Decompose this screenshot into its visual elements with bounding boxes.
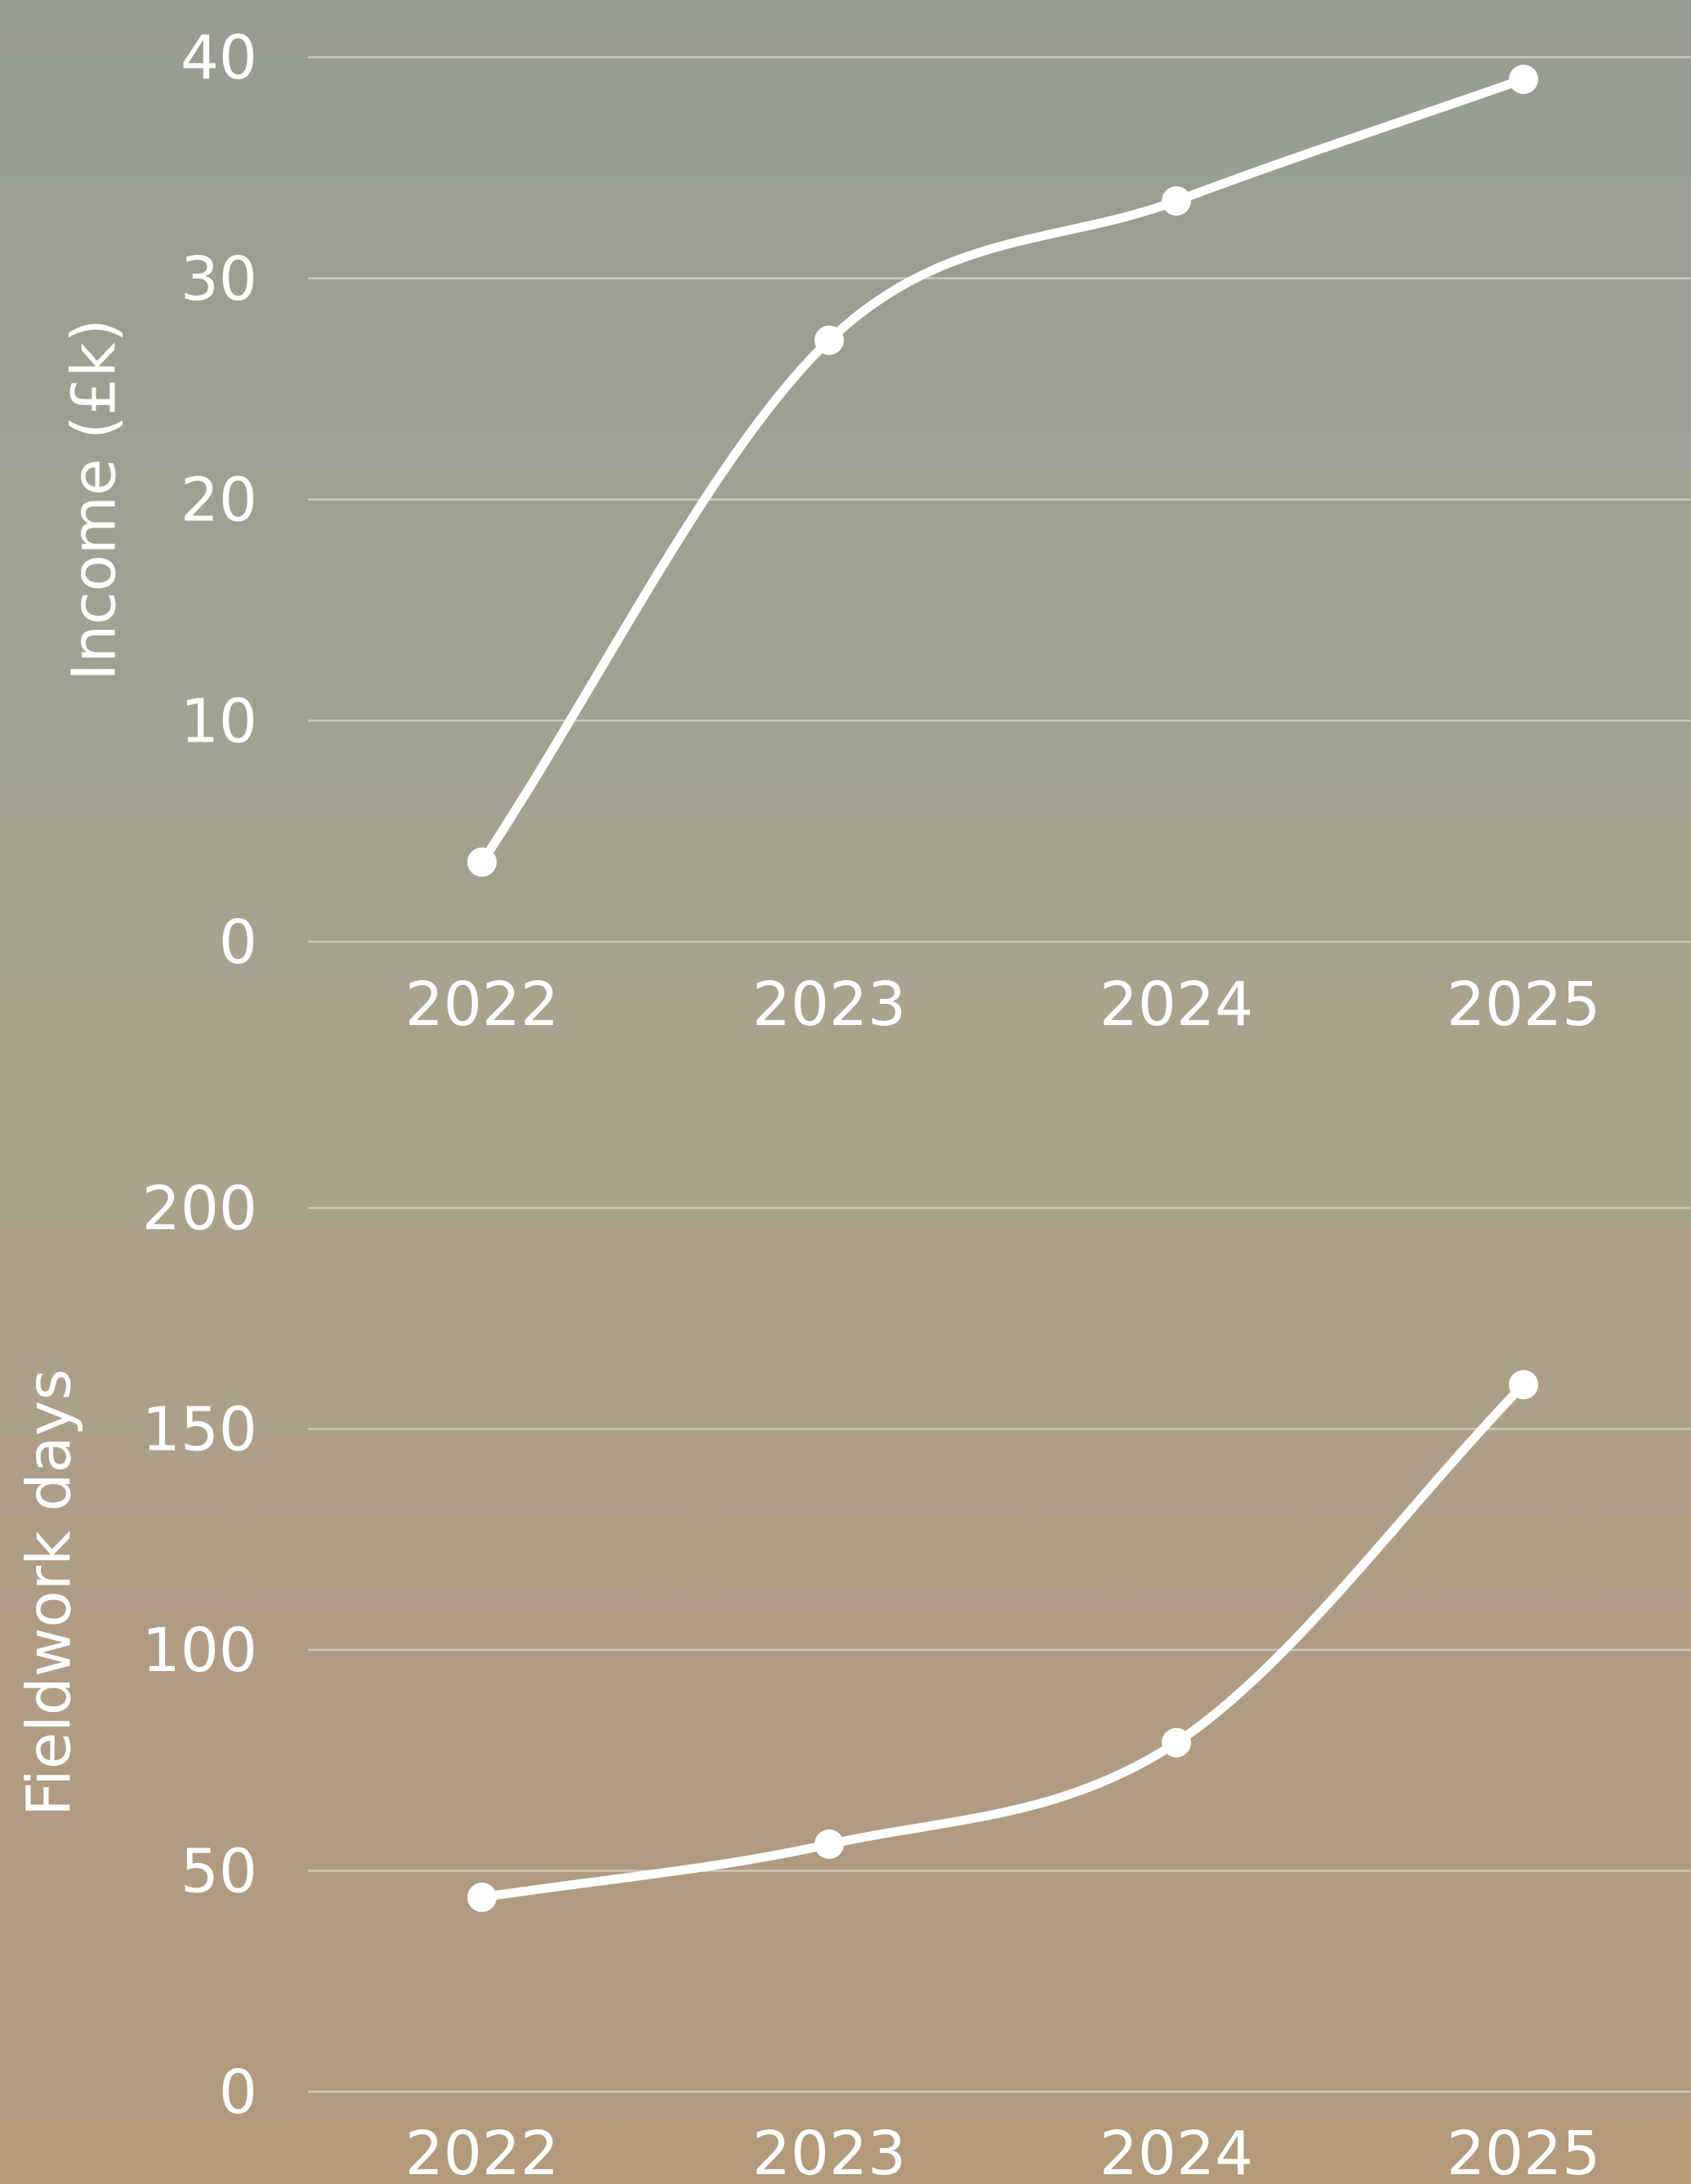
income-y-tick-label: 30 bbox=[181, 244, 257, 314]
income-data-point bbox=[467, 847, 497, 877]
fieldwork-x-tick-label: 2025 bbox=[1447, 2119, 1600, 2184]
income-x-tick-label: 2023 bbox=[752, 969, 906, 1040]
income-y-axis-title: Income (£k) bbox=[60, 319, 130, 681]
income-x-tick-label: 2022 bbox=[405, 969, 559, 1040]
income-y-tick-label: 10 bbox=[181, 686, 257, 756]
income-data-point bbox=[1162, 185, 1191, 216]
income-y-tick-label: 20 bbox=[181, 466, 257, 536]
fieldwork-x-tick-label: 2023 bbox=[752, 2119, 906, 2184]
income-x-tick-label: 2025 bbox=[1447, 969, 1600, 1040]
fieldwork-x-tick-label: 2024 bbox=[1100, 2119, 1253, 2184]
fieldwork-x-tick-label: 2022 bbox=[405, 2119, 559, 2184]
fieldwork-y-tick-label: 50 bbox=[181, 1837, 257, 1907]
income-chart: Income (£k) 0 10 20 30 40 2022 2023 2024 2025 bbox=[60, 23, 1691, 1040]
income-series-line bbox=[477, 74, 1528, 867]
fieldwork-data-point bbox=[1509, 1370, 1538, 1400]
fieldwork-y-tick-label: 150 bbox=[142, 1395, 257, 1465]
fieldwork-chart: Fieldwork days 0 50 100 150 200 2022 2023 2024… bbox=[15, 1174, 1691, 2184]
income-x-tick-label: 2024 bbox=[1100, 969, 1253, 1040]
income-data-point bbox=[814, 325, 844, 355]
fieldwork-y-tick-label: 100 bbox=[142, 1616, 257, 1686]
fieldwork-series-line bbox=[477, 1379, 1528, 1902]
fieldwork-y-axis-title: Fieldwork days bbox=[15, 1369, 85, 1816]
income-y-tick-label: 0 bbox=[219, 907, 257, 978]
fieldwork-y-tick-label: 0 bbox=[219, 2057, 257, 2128]
fieldwork-data-point bbox=[814, 1830, 844, 1860]
fieldwork-data-point bbox=[1162, 1727, 1191, 1758]
fieldwork-y-tick-label: 200 bbox=[142, 1174, 257, 1244]
income-data-point bbox=[1509, 65, 1538, 95]
income-y-tick-label: 40 bbox=[181, 23, 257, 93]
fieldwork-data-point bbox=[467, 1882, 497, 1912]
